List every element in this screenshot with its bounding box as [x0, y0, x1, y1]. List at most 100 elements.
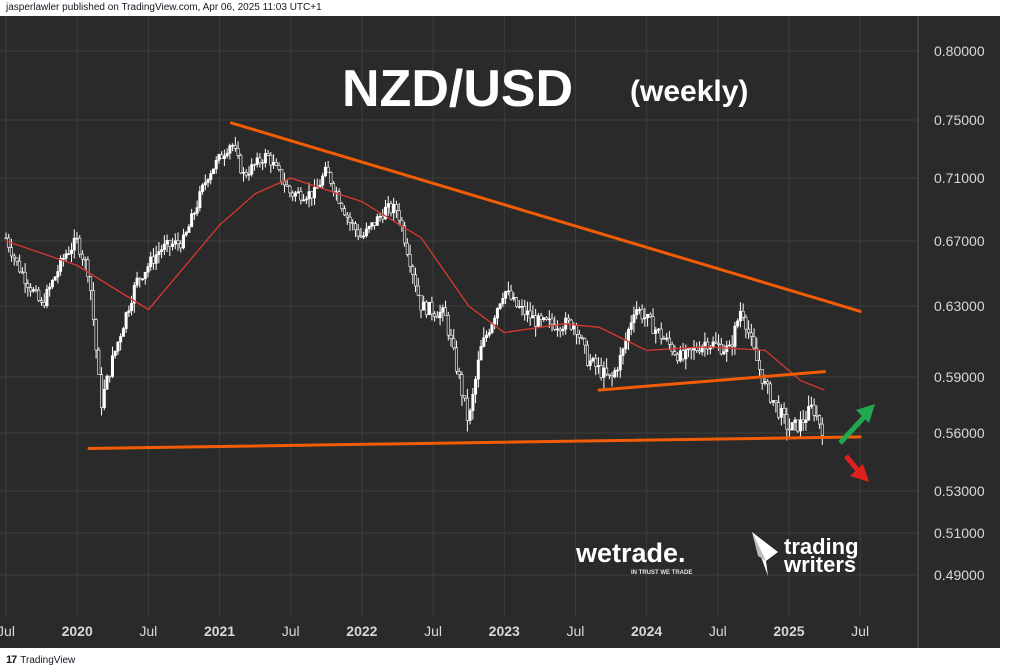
candle-body [531, 315, 535, 319]
x-tick-label: Jul [282, 623, 300, 639]
svg-text:trading: trading [784, 534, 859, 559]
candle-body [643, 317, 647, 320]
candle-body [304, 198, 308, 201]
candle-body [151, 256, 155, 264]
candle-body [285, 184, 289, 187]
candle-body [329, 172, 333, 184]
candle-body [820, 423, 824, 436]
candle-body [463, 395, 467, 399]
candle-body [394, 204, 398, 211]
candle-body [580, 337, 584, 339]
mid-support-trendline [597, 370, 827, 392]
candle-body [332, 183, 336, 193]
trendlines [87, 121, 862, 450]
candle-body [12, 255, 16, 259]
candle-body [78, 237, 82, 255]
candle-body [774, 400, 778, 403]
candle-body [629, 322, 633, 330]
x-tick-label: Jul [566, 623, 584, 639]
candle-body [506, 290, 510, 293]
candle-body [703, 341, 707, 347]
candle-body [190, 213, 194, 228]
candle-body [520, 306, 524, 308]
candle-body [149, 256, 153, 267]
candle-body [127, 310, 131, 313]
candle-body [550, 318, 554, 325]
candle-body [405, 242, 409, 255]
candle-body [110, 355, 114, 377]
candle-body [367, 226, 371, 230]
candle-body [438, 311, 442, 319]
candle-body [444, 307, 448, 316]
trading-writers-logo: trading writers [752, 532, 859, 577]
candle-body [446, 314, 450, 336]
candle-body [468, 410, 472, 421]
candle-body [61, 258, 65, 260]
candle-body [471, 393, 475, 411]
candle-body [408, 253, 412, 267]
candle-body [171, 243, 175, 247]
candle-body [809, 404, 813, 407]
candle-body [100, 374, 104, 408]
candle-body [763, 381, 767, 384]
candle-body [602, 367, 606, 378]
y-tick-label: 0.59000 [934, 369, 985, 385]
candle-body [414, 274, 418, 287]
candle-body [353, 223, 357, 231]
candle-body [64, 253, 68, 259]
candle-body [646, 313, 650, 319]
candle-body [291, 192, 295, 197]
candle-body [168, 240, 172, 247]
candle-body [561, 328, 565, 332]
candle-body [383, 206, 387, 220]
chart-area[interactable]: 0.80000 0.75000 0.71000 0.67000 0.63000 0.590… [0, 16, 1000, 648]
candle-body [359, 235, 363, 238]
y-tick-label: 0.56000 [934, 425, 985, 441]
candle-body [375, 216, 379, 226]
candle-body [18, 260, 22, 273]
candle-body [588, 360, 592, 366]
candle-body [59, 258, 63, 272]
candle-body [220, 154, 224, 159]
y-tick-label: 0.49000 [934, 567, 985, 583]
candle-body [48, 286, 52, 290]
candle-body [239, 155, 243, 174]
svg-text:IN TRUST WE TRADE: IN TRUST WE TRADE [631, 570, 692, 576]
candle-body [313, 187, 317, 199]
candle-body [717, 342, 721, 345]
candle-body [637, 309, 641, 311]
candle-body [211, 168, 215, 174]
x-tick-label: 2022 [346, 623, 377, 639]
candle-body [23, 272, 27, 284]
price-chart[interactable]: 0.80000 0.75000 0.71000 0.67000 0.63000 0.590… [0, 16, 1000, 648]
candle-body [681, 350, 685, 360]
candle-body [266, 153, 270, 156]
y-tick-label: 0.51000 [934, 525, 985, 541]
candle-body [586, 344, 590, 366]
y-tick-label: 0.67000 [934, 233, 985, 249]
candle-body [747, 328, 751, 334]
candle-body [296, 191, 300, 194]
tradingview-footer: 17 TradingView [6, 654, 75, 666]
candle-body [250, 164, 254, 175]
candle-body [476, 359, 480, 380]
candle-body [26, 283, 30, 288]
x-tick-label: 2025 [773, 623, 804, 639]
candle-body [509, 290, 513, 300]
y-tick-label: 0.71000 [934, 170, 985, 186]
candle-body [490, 323, 494, 333]
x-tick-label: Jul [709, 623, 727, 639]
candle-body [501, 297, 505, 305]
x-tick-label: 2024 [631, 623, 662, 639]
candle-body [179, 243, 183, 249]
candle-body [70, 249, 74, 254]
candle-body [397, 210, 401, 221]
candle-body [752, 336, 756, 349]
candle-body [343, 208, 347, 216]
candle-body [771, 400, 775, 403]
candle-body [378, 215, 382, 218]
candle-body [482, 337, 486, 347]
y-axis-labels: 0.80000 0.75000 0.71000 0.67000 0.63000 0.590… [934, 43, 985, 583]
candle-body [485, 334, 489, 339]
candle-body [362, 235, 366, 238]
